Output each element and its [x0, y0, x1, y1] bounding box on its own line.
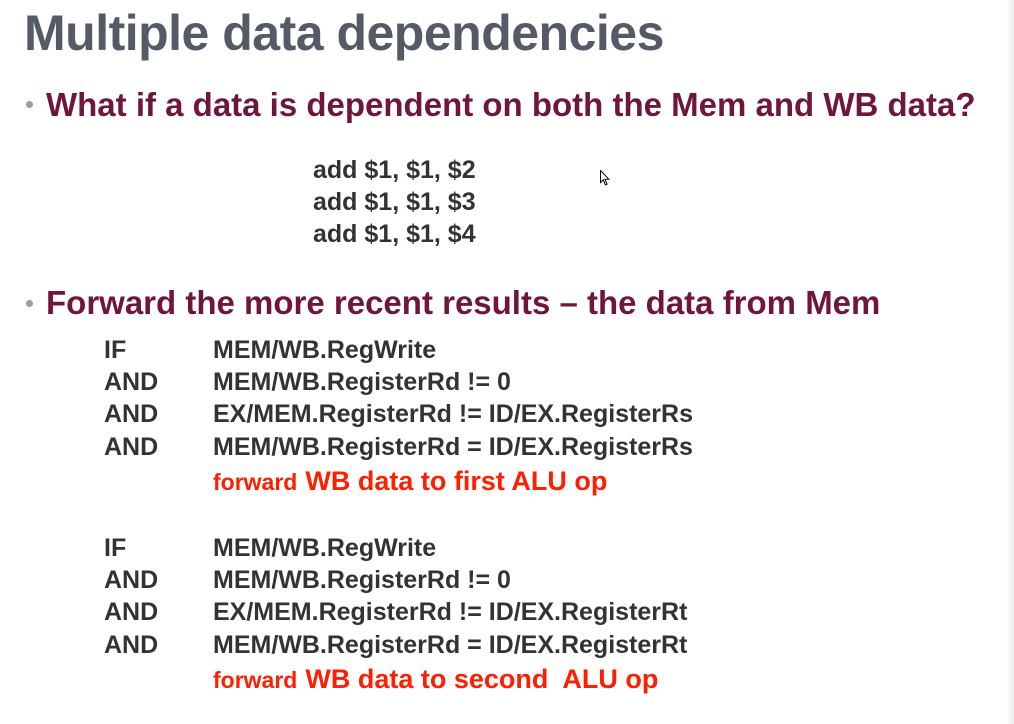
condition-keyword: AND — [104, 631, 159, 659]
condition-expression: EX/MEM.RegisterRd != ID/EX.RegisterRt — [213, 598, 688, 626]
mouse-pointer-icon — [600, 170, 610, 186]
condition-keyword: IF — [104, 336, 127, 364]
condition-expression: MEM/WB.RegisterRd = ID/EX.RegisterRs — [213, 433, 693, 461]
bullet-dot-1 — [26, 101, 33, 108]
slide-title: Multiple data dependencies — [24, 5, 664, 61]
bullet-1-text: What if a data is dependent on both the … — [46, 86, 976, 123]
forward-prefix: forward — [213, 667, 298, 693]
condition-keyword: AND — [104, 566, 159, 594]
condition-keyword: IF — [104, 534, 127, 562]
bullet-dot-2 — [26, 300, 33, 307]
code-line-1: add $1, $1, $2 — [313, 156, 476, 184]
condition-expression: MEM/WB.RegisterRd != 0 — [213, 566, 511, 594]
condition-keyword: AND — [104, 598, 159, 626]
condition-expression: MEM/WB.RegWrite — [213, 336, 437, 364]
code-line-2: add $1, $1, $3 — [313, 188, 476, 216]
forward-prefix: forward — [213, 469, 298, 495]
condition-keyword: AND — [104, 400, 159, 428]
condition-keyword: AND — [104, 368, 159, 396]
bullet-2-text: Forward the more recent results – the da… — [46, 284, 881, 321]
slide-edge-shadow — [1006, 0, 1014, 724]
forward-target: WB data to second ALU op — [305, 664, 659, 694]
forward-target: WB data to first ALU op — [305, 466, 608, 496]
forward-action-1: forward WB data to first ALU op — [213, 463, 607, 499]
condition-expression: MEM/WB.RegisterRd != 0 — [213, 368, 511, 396]
condition-expression: MEM/WB.RegWrite — [213, 534, 437, 562]
forward-action-2: forward WB data to second ALU op — [213, 661, 658, 697]
code-line-3: add $1, $1, $4 — [313, 220, 476, 248]
condition-expression: EX/MEM.RegisterRd != ID/EX.RegisterRs — [213, 400, 693, 428]
condition-expression: MEM/WB.RegisterRd = ID/EX.RegisterRt — [213, 631, 688, 659]
condition-keyword: AND — [104, 433, 159, 461]
